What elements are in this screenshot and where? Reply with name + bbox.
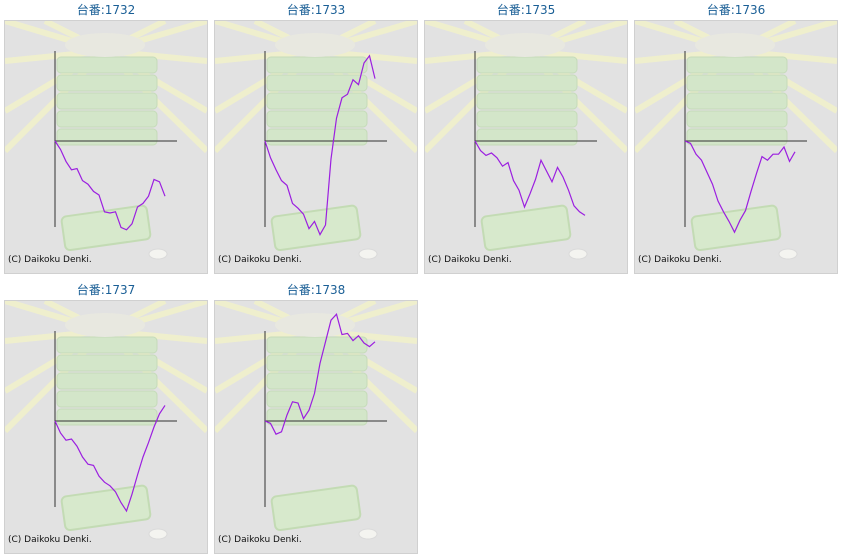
slump-graph-panel[interactable]: (C) Daikoku Denki.	[424, 20, 628, 274]
slump-chart	[5, 21, 207, 260]
machine-illustration	[425, 21, 627, 260]
slump-graph-panel[interactable]: (C) Daikoku Denki.	[214, 300, 418, 554]
machine-illustration	[5, 21, 207, 260]
slump-line	[474, 140, 586, 216]
machine-number-link[interactable]: 台番:1736	[706, 3, 766, 17]
slump-graph-panel[interactable]: (C) Daikoku Denki.	[634, 20, 838, 274]
machine-number-link[interactable]: 台番:1738	[286, 283, 346, 297]
slump-graph-panel[interactable]: (C) Daikoku Denki.	[4, 20, 208, 274]
slump-line	[684, 140, 796, 234]
machine-illustration	[635, 21, 837, 260]
copyright-label: (C) Daikoku Denki.	[218, 535, 302, 545]
copyright-label: (C) Daikoku Denki.	[218, 255, 302, 265]
machine-illustration	[215, 301, 417, 540]
slump-line	[54, 140, 166, 231]
machine-card[interactable]: 台番:1732 (C) Daikoku Denki.	[4, 0, 208, 274]
slump-graph-panel[interactable]: (C) Daikoku Denki.	[4, 300, 208, 554]
machine-card[interactable]: 台番:1737 (C) Daikoku Denki.	[4, 280, 208, 554]
machine-number-link[interactable]: 台番:1737	[76, 283, 136, 297]
copyright-label: (C) Daikoku Denki.	[8, 535, 92, 545]
machine-number-link[interactable]: 台番:1732	[76, 3, 136, 17]
slump-line	[264, 312, 376, 435]
machine-number-link[interactable]: 台番:1733	[286, 3, 346, 17]
slump-chart	[215, 21, 417, 260]
slump-chart	[635, 21, 837, 260]
machine-card[interactable]: 台番:1735 (C) Daikoku Denki.	[424, 0, 628, 274]
machine-illustration	[5, 301, 207, 540]
machine-card[interactable]: 台番:1738 (C) Daikoku Denki.	[214, 280, 418, 554]
slump-line	[264, 54, 376, 236]
slump-chart	[5, 301, 207, 540]
copyright-label: (C) Daikoku Denki.	[8, 255, 92, 265]
machine-number-link[interactable]: 台番:1735	[496, 3, 556, 17]
copyright-label: (C) Daikoku Denki.	[638, 255, 722, 265]
slump-chart	[425, 21, 627, 260]
slump-line	[54, 405, 166, 513]
slump-graph-panel[interactable]: (C) Daikoku Denki.	[214, 20, 418, 274]
machine-illustration	[215, 21, 417, 260]
copyright-label: (C) Daikoku Denki.	[428, 255, 512, 265]
machine-card[interactable]: 台番:1736 (C) Daikoku Denki.	[634, 0, 838, 274]
slump-chart	[215, 301, 417, 540]
machine-card[interactable]: 台番:1733 (C) Daikoku Denki.	[214, 0, 418, 274]
